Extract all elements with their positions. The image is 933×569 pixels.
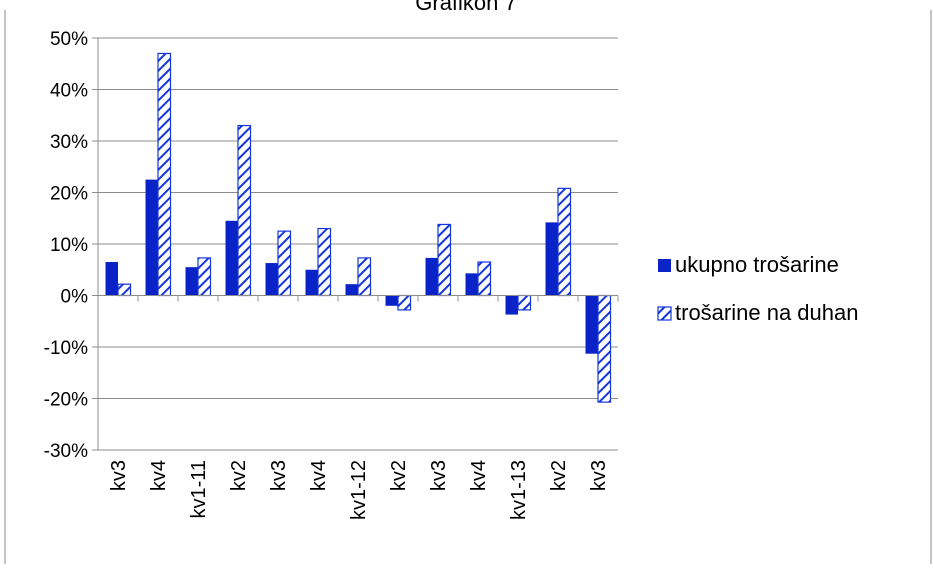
x-axis: kv3 kv4 kv1-11 kv2 kv3 kv4 kv1-12 kv2 kv3 kv4 kv1-…: [97, 295, 619, 520]
bar-trosarine-na-duhan: [357, 257, 372, 297]
x-tick-label: kv1-13: [508, 460, 530, 520]
bar-trosarine-na-duhan: [197, 257, 212, 297]
x-tick-label: kv4: [148, 460, 170, 491]
bar-ukupno-trosarine: [225, 220, 238, 296]
legend-label-ukupno: ukupno trošarine: [675, 252, 839, 277]
bar-ukupno-trosarine: [585, 295, 598, 354]
bar-ukupno-trosarine: [105, 262, 118, 296]
bar-ukupno-trosarine: [265, 263, 278, 296]
bar-ukupno-trosarine: [145, 179, 158, 296]
bar-ukupno-trosarine: [185, 267, 198, 296]
bar-trosarine-na-duhan: [517, 294, 532, 311]
legend: ukupno trošarine trošarine na duhan: [657, 252, 858, 325]
y-axis: -30% -20% -10% 0% 10% 20% 30% 40% 50%: [44, 29, 99, 462]
bar-trosarine-na-duhan: [117, 283, 132, 297]
x-tick-label: kv2: [548, 460, 570, 491]
y-tick-label: 30%: [50, 132, 88, 153]
bars: [105, 52, 612, 403]
y-tick-label: -30%: [44, 441, 88, 462]
bar-trosarine-na-duhan: [317, 227, 332, 297]
bar-trosarine-na-duhan: [237, 124, 252, 297]
x-tick-label: kv3: [268, 460, 290, 491]
legend-swatch-duhan: [657, 306, 672, 321]
y-tick-label: 20%: [50, 184, 88, 205]
y-tick-label: 50%: [50, 29, 88, 50]
bar-trosarine-na-duhan: [437, 223, 452, 297]
x-tick-label: kv3: [588, 460, 610, 491]
y-tick-label: 10%: [50, 235, 88, 256]
bar-ukupno-trosarine: [345, 284, 358, 296]
bar-trosarine-na-duhan: [277, 230, 292, 297]
bar-ukupno-trosarine: [545, 222, 558, 296]
x-tick-label: kv2: [388, 460, 410, 491]
bar-trosarine-na-duhan: [557, 187, 572, 297]
y-tick-label: -20%: [44, 390, 88, 411]
x-tick-label: kv4: [468, 460, 490, 491]
bar-ukupno-trosarine: [465, 273, 478, 296]
bar-ukupno-trosarine: [505, 295, 518, 315]
legend-label-duhan: trošarine na duhan: [675, 300, 858, 325]
y-tick-label: 40%: [50, 81, 88, 102]
x-tick-label: kv3: [108, 460, 130, 491]
bar-trosarine-na-duhan: [597, 294, 612, 403]
x-tick-label: kv2: [228, 460, 250, 491]
bar-ukupno-trosarine: [305, 269, 318, 296]
x-tick-label: kv1-12: [348, 460, 370, 520]
bar-trosarine-na-duhan: [397, 294, 412, 311]
gridlines: [98, 37, 618, 451]
x-tick-label: kv4: [308, 460, 330, 491]
y-tick-label: 0%: [61, 287, 89, 308]
chart-title: Grafikon 7: [415, 0, 517, 15]
bar-ukupno-trosarine: [425, 257, 438, 296]
legend-swatch-ukupno: [658, 259, 671, 272]
bar-trosarine-na-duhan: [477, 261, 492, 297]
x-tick-label: kv1-11: [188, 460, 210, 519]
x-tick-label: kv3: [428, 460, 450, 491]
y-tick-label: -10%: [44, 338, 88, 359]
bar-ukupno-trosarine: [385, 295, 398, 306]
bar-trosarine-na-duhan: [157, 52, 172, 297]
